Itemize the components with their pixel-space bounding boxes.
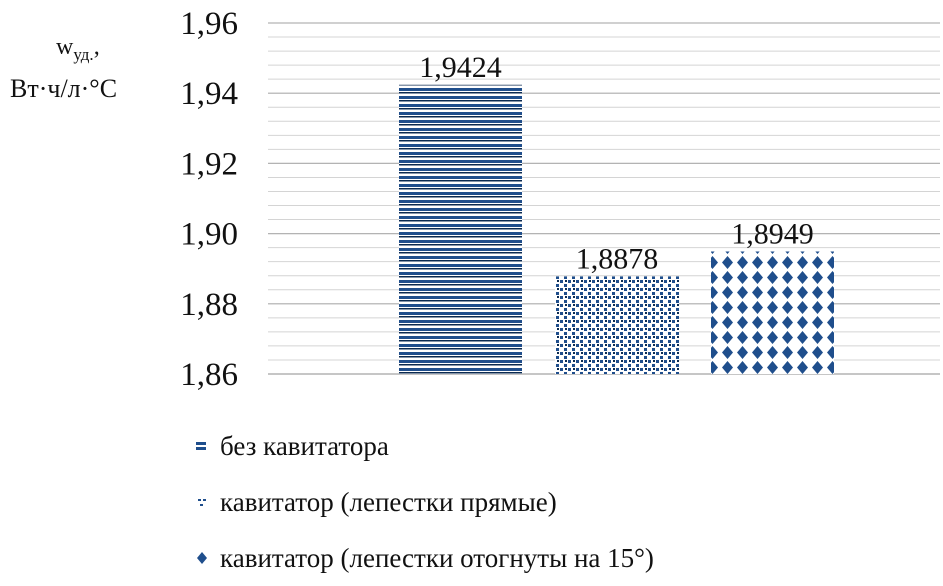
y-tick-label: 1,88 [180,287,238,323]
y-tick-label: 1,86 [180,357,238,393]
legend-label: кавитатор (лепестки отогнуты на 15°) [220,542,654,573]
bar-1 [399,84,522,374]
data-labels: 1,9424 1,8878 1,8949 [419,51,814,276]
legend-item-straight-petals: кавитатор (лепестки прямые) [196,474,654,530]
legend-item-bent-petals: кавитатор (лепестки отогнуты на 15°) [196,530,654,586]
y-axis-label-comma: , [93,34,100,60]
bar-2 [555,276,679,374]
grid [268,22,940,375]
y-tick-label: 1,92 [180,146,238,182]
bar-3 [711,251,834,374]
y-tick-label: 1,94 [180,76,238,112]
legend-swatch-diamonds [197,552,207,564]
data-label: 1,9424 [419,51,502,84]
y-axis-label-units: Вт·ч/л·°С [10,74,118,103]
y-axis-label-symbol: w [56,34,74,60]
y-axis-label-quantity: wуд., [56,34,100,65]
y-axis-label-subscript: уд. [73,44,94,64]
legend-swatch-lines [196,442,206,450]
legend: без кавитатора кавитатор (лепестки прямы… [196,418,654,586]
data-label: 1,8878 [576,242,659,275]
legend-item-no-cavitator: без кавитатора [196,418,654,474]
y-tick-label: 1,96 [180,6,238,42]
bars [399,84,834,374]
legend-swatch-dots [198,499,206,506]
y-axis-ticks: 1,86 1,88 1,90 1,92 1,94 1,96 [180,6,238,393]
legend-label: без кавитатора [220,430,389,461]
y-tick-label: 1,90 [180,217,238,253]
legend-label: кавитатор (лепестки прямые) [220,486,557,517]
data-label: 1,8949 [731,218,814,251]
